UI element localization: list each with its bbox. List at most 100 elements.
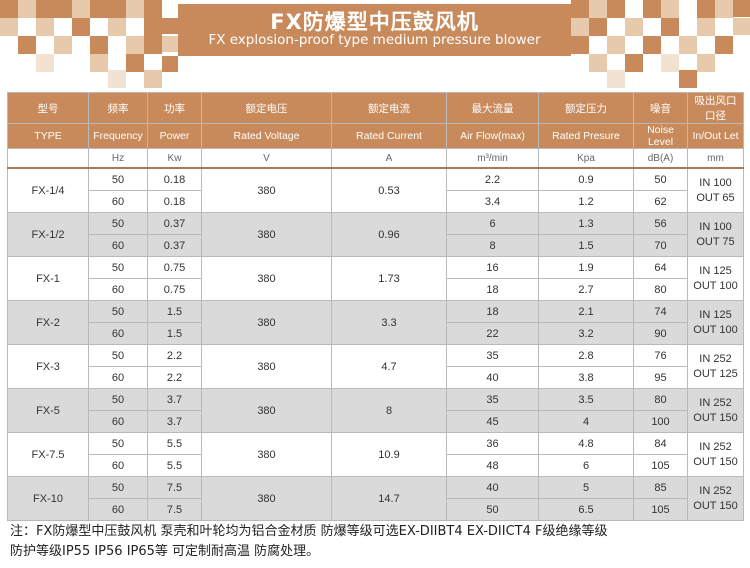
banner-decor-square <box>90 54 108 72</box>
banner-decor-square <box>162 36 178 52</box>
unit-cell: Hz <box>88 148 148 169</box>
airflow-cell: 35 <box>446 388 539 411</box>
header-cell: 噪音 <box>633 92 688 124</box>
banner-decor-square <box>661 18 679 36</box>
table-row: FX-1 50 0.75 380 1.73 16 1.9 64 IN 125 OUT 100 <box>7 256 744 301</box>
voltage-cell: 380 <box>201 344 332 389</box>
power-cell: 3.7 <box>147 388 202 411</box>
banner-decor-square <box>607 70 625 88</box>
inlet-size: IN 252 <box>699 352 732 365</box>
pressure-cell: 1.5 <box>538 234 634 257</box>
pressure-cell: 1.9 <box>538 256 634 279</box>
banner-decor-square <box>697 54 715 72</box>
current-cell: 1.73 <box>331 256 447 301</box>
model-cell: FX-7.5 <box>7 432 89 477</box>
frequency-cell: 50 <box>88 344 148 367</box>
pressure-cell: 3.2 <box>538 322 634 345</box>
noise-cell: 95 <box>633 366 688 389</box>
frequency-cell: 50 <box>88 256 148 279</box>
banner-decor-square <box>18 36 36 54</box>
banner-decor-square <box>697 18 715 36</box>
page-subtitle: FX explosion-proof type medium pressure … <box>208 32 541 48</box>
outlet-size: OUT 75 <box>696 235 735 248</box>
table-row: 60 7.5 50 6.5 105 <box>8 498 744 521</box>
banner-decor-square <box>0 0 18 18</box>
banner-decor-square <box>643 0 661 18</box>
banner-decor-square <box>571 36 589 54</box>
pressure-cell: 5 <box>538 476 634 499</box>
table-row: 60 0.75 18 2.7 80 <box>8 278 744 301</box>
title-banner: FX防爆型中压鼓风机 FX explosion-proof type mediu… <box>0 0 750 88</box>
pressure-cell: 3.8 <box>538 366 634 389</box>
frequency-cell: 60 <box>88 190 148 213</box>
banner-decor-square <box>607 36 625 54</box>
airflow-cell: 8 <box>446 234 539 257</box>
banner-decor-square <box>126 36 144 54</box>
banner-decor-square <box>108 70 126 88</box>
frequency-cell: 60 <box>88 498 148 521</box>
noise-cell: 80 <box>633 278 688 301</box>
unit-cell: Kpa <box>538 148 634 169</box>
outlet-size: OUT 150 <box>693 499 738 512</box>
banner-decor-square <box>697 0 715 18</box>
inlet-size: IN 252 <box>699 396 732 409</box>
banner-decor-square <box>571 0 589 18</box>
banner-decor-square <box>571 18 589 36</box>
banner-decor-square <box>715 0 733 18</box>
airflow-cell: 22 <box>446 322 539 345</box>
noise-cell: 105 <box>633 454 688 477</box>
unit-cell: mm <box>687 148 744 169</box>
header-cell: 额定压力 <box>538 92 634 124</box>
voltage-cell: 380 <box>201 256 332 301</box>
pressure-cell: 4.8 <box>538 432 634 455</box>
airflow-cell: 45 <box>446 410 539 433</box>
outlet-size: OUT 150 <box>693 411 738 424</box>
power-cell: 0.75 <box>147 256 202 279</box>
power-cell: 0.18 <box>147 167 202 191</box>
banner-decor-square <box>679 70 697 88</box>
banner-decor-square <box>90 36 108 54</box>
pressure-cell: 6 <box>538 454 634 477</box>
noise-cell: 50 <box>633 167 688 191</box>
inout-cell: IN 252 OUT 125 <box>687 344 744 389</box>
model-cell: FX-1 <box>7 256 89 301</box>
voltage-cell: 380 <box>201 432 332 477</box>
outlet-size: OUT 65 <box>696 191 735 204</box>
banner-decor-square <box>126 54 144 72</box>
banner-decor-square <box>36 0 54 18</box>
header-cell: 吸出风口 口径 <box>687 92 744 124</box>
banner-decor-square <box>589 18 607 36</box>
pressure-cell: 1.3 <box>538 212 634 235</box>
table-row: 60 2.2 40 3.8 95 <box>8 366 744 389</box>
banner-decor-square <box>733 18 750 35</box>
voltage-cell: 380 <box>201 476 332 521</box>
banner-decor-square <box>108 18 126 36</box>
table-row: FX-3 50 2.2 380 4.7 35 2.8 76 IN 252 OUT 125 <box>7 344 744 389</box>
spec-table: 型号 频率 功率 额定电压 额定电流 最大流量 额定压力 噪音 吸出风口 口径 … <box>7 92 744 521</box>
header-cell: 额定电流 <box>331 92 447 124</box>
current-cell: 14.7 <box>331 476 447 521</box>
power-cell: 2.2 <box>147 366 202 389</box>
noise-cell: 84 <box>633 432 688 455</box>
voltage-cell: 380 <box>201 388 332 433</box>
noise-cell: 80 <box>633 388 688 411</box>
banner-decor-square <box>144 70 162 88</box>
voltage-cell: 380 <box>201 167 332 213</box>
noise-cell: 105 <box>633 498 688 521</box>
noise-cell: 62 <box>633 190 688 213</box>
header-row-cn: 型号 频率 功率 额定电压 额定电流 最大流量 额定压力 噪音 吸出风口 口径 <box>7 92 744 124</box>
power-cell: 5.5 <box>147 432 202 455</box>
header-cell: TYPE <box>7 123 89 149</box>
pressure-cell: 1.2 <box>538 190 634 213</box>
model-cell: FX-2 <box>7 300 89 345</box>
banner-decor-square <box>54 0 72 18</box>
inout-cell: IN 252 OUT 150 <box>687 476 744 521</box>
inout-cell: IN 125 OUT 100 <box>687 256 744 301</box>
table-row: 60 0.18 3.4 1.2 62 <box>8 190 744 213</box>
current-cell: 4.7 <box>331 344 447 389</box>
inlet-size: IN 125 <box>699 308 732 321</box>
frequency-cell: 50 <box>88 212 148 235</box>
inlet-size: IN 100 <box>699 176 732 189</box>
header-cell: Rated Presure <box>538 123 634 149</box>
table-row: FX-7.5 50 5.5 380 10.9 36 4.8 84 IN 252 OUT 150 <box>7 432 744 477</box>
